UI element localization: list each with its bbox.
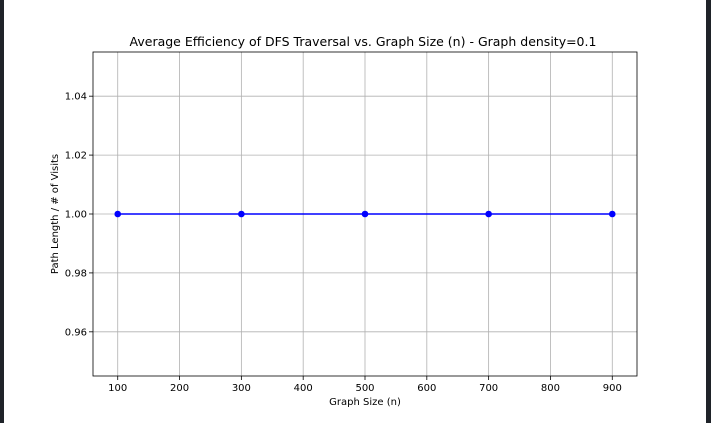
x-tick-label: 200 <box>170 383 189 394</box>
axis-ticks: 100 200 300 400 500 600 700 800 900 0.96 0.98 1.00 1… <box>65 92 622 394</box>
x-tick-label: 900 <box>603 383 622 394</box>
line-chart: Average Efficiency of DFS Traversal vs. … <box>50 34 638 408</box>
y-axis-label: Path Length / # of Visits <box>50 154 61 274</box>
x-tick-label: 700 <box>479 383 498 394</box>
chart-figure: Average Efficiency of DFS Traversal vs. … <box>4 0 706 423</box>
data-point <box>608 210 616 218</box>
x-tick-label: 500 <box>355 383 374 394</box>
data-point <box>238 210 245 218</box>
y-tick-label: 0.96 <box>65 327 87 338</box>
x-tick-label: 100 <box>108 383 127 394</box>
data-point <box>485 210 492 218</box>
x-tick-label: 300 <box>232 383 251 394</box>
y-tick-label: 1.04 <box>65 92 87 103</box>
series-layer <box>114 210 616 218</box>
chart-title: Average Efficiency of DFS Traversal vs. … <box>130 34 597 49</box>
data-point <box>114 210 122 218</box>
y-tick-label: 0.98 <box>65 268 87 279</box>
data-point <box>361 210 369 218</box>
x-tick-label: 600 <box>417 383 436 394</box>
x-tick-label: 400 <box>294 383 313 394</box>
x-tick-label: 800 <box>541 383 560 394</box>
x-axis-label: Graph Size (n) <box>329 397 401 408</box>
y-tick-label: 1.02 <box>65 151 87 162</box>
y-tick-label: 1.00 <box>65 210 87 221</box>
